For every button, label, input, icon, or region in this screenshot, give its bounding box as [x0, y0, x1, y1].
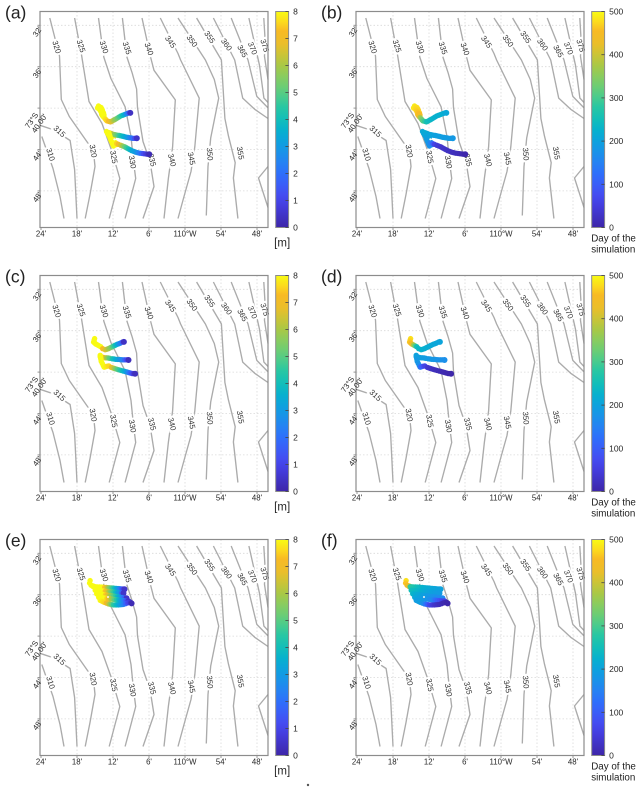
svg-text:(f): (f) [321, 531, 338, 551]
svg-text:(e): (e) [5, 531, 26, 551]
svg-text:(b): (b) [321, 3, 342, 23]
svg-text:(a): (a) [5, 3, 26, 23]
svg-text:(d): (d) [321, 267, 342, 287]
svg-text:(c): (c) [5, 267, 25, 287]
